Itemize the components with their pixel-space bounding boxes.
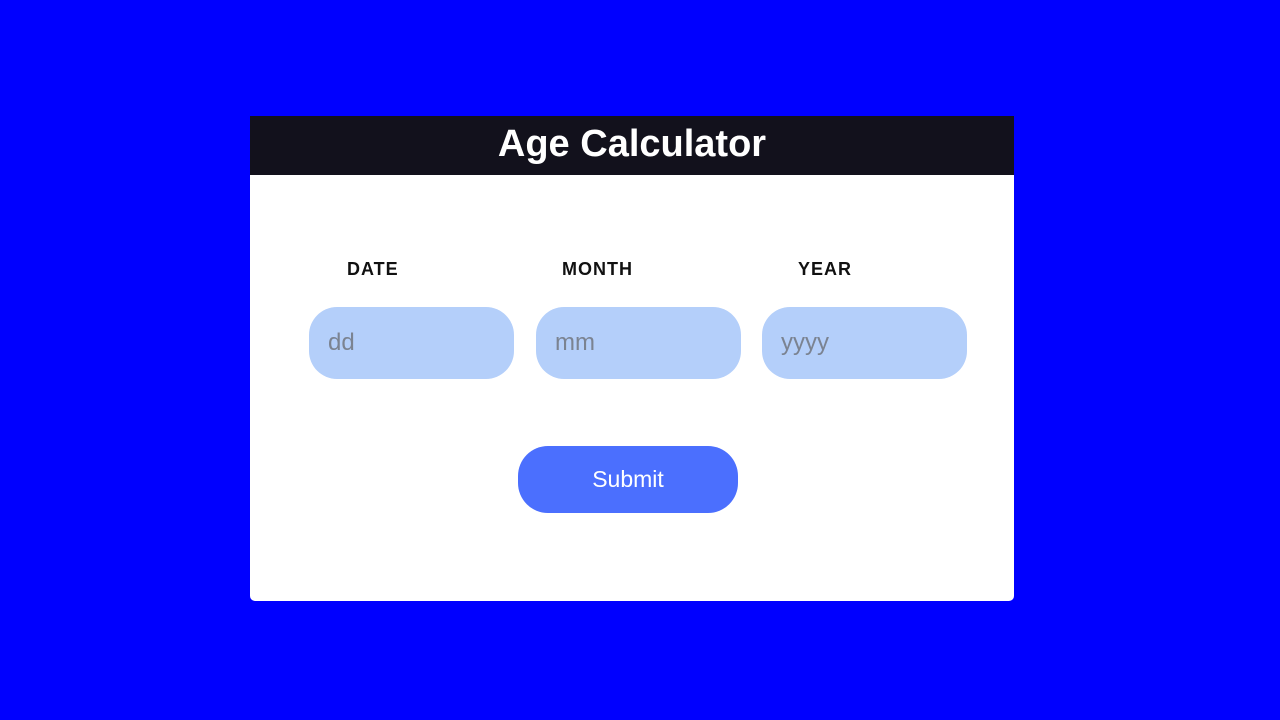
page-title: Age Calculator: [497, 123, 767, 165]
year-input[interactable]: [762, 307, 967, 379]
card-header: Age Calculator: [250, 116, 1014, 175]
month-label: MONTH: [562, 259, 633, 279]
date-label: DATE: [347, 259, 399, 279]
year-label: YEAR: [798, 259, 853, 279]
age-calculator-card: Age Calculator DATE MONTH YEAR Submit: [250, 116, 1014, 601]
date-input[interactable]: [309, 307, 514, 379]
submit-button[interactable]: Submit: [518, 446, 738, 513]
month-input[interactable]: [536, 307, 741, 379]
